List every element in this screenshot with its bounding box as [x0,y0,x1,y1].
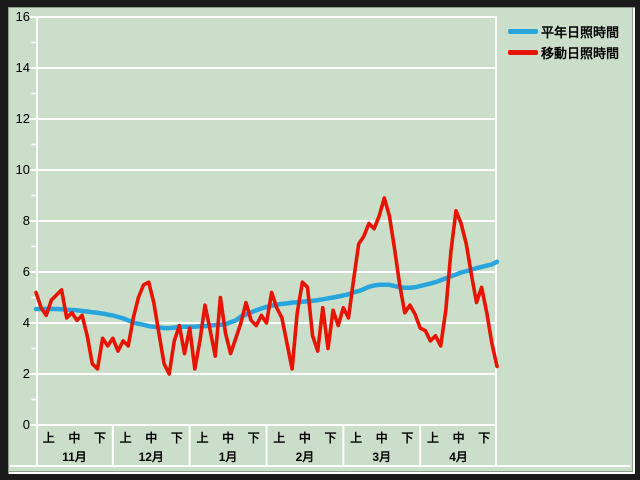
legend-item-moving-sunshine: 移動日照時間 [508,42,619,63]
y-tick-label-14: 14 [15,60,30,75]
decade-label-12月-下: 下 [170,431,183,445]
y-tick-label-10: 10 [15,162,30,177]
y-tick-label-16: 16 [15,9,30,24]
month-label-11月: 11月 [62,450,87,464]
legend-line-blue [508,29,538,34]
legend-label-moving-sunshine: 移動日照時間 [541,46,620,61]
month-label-3月: 3月 [372,450,392,464]
decade-label-2月-中: 中 [298,431,311,445]
decade-label-1月-下: 下 [247,431,260,445]
month-label-4月: 4月 [449,450,468,464]
decade-label-4月-下: 下 [478,431,491,445]
decade-label-3月-中: 中 [375,431,388,445]
decade-label-4月-中: 中 [452,431,465,445]
decade-label-3月-下: 下 [401,431,414,445]
y-tick-label-2: 2 [22,366,30,381]
decade-label-2月-下: 下 [324,431,337,445]
month-label-2月: 2月 [295,450,315,464]
decade-label-12月-中: 中 [145,431,158,445]
decade-label-1月-中: 中 [222,431,235,445]
month-label-12月: 12月 [138,450,164,464]
y-tick-label-6: 6 [22,264,30,279]
chart-panel [8,7,635,474]
decade-label-11月-下: 下 [94,431,107,445]
legend-label-normal-sunshine: 平年日照時間 [541,25,620,40]
legend-item-normal-sunshine: 平年日照時間 [508,21,619,42]
decade-label-11月-上: 上 [42,431,55,445]
decade-label-4月-上: 上 [426,431,439,445]
decade-label-3月-上: 上 [350,431,363,445]
decade-label-12月-上: 上 [119,431,132,445]
decade-label-11月-中: 中 [68,431,81,445]
y-tick-label-12: 12 [15,111,30,126]
y-tick-label-4: 4 [22,315,30,330]
month-label-1月: 1月 [218,450,238,464]
series-line-1-moving [34,196,499,376]
y-tick-label-8: 8 [22,213,30,228]
legend: 平年日照時間 移動日照時間 [508,21,619,63]
series-line-0-normal [33,259,500,331]
legend-line-red [508,50,538,55]
decade-label-2月-上: 上 [273,431,286,445]
decade-label-1月-上: 上 [196,431,209,445]
y-tick-label-0: 0 [22,417,30,432]
